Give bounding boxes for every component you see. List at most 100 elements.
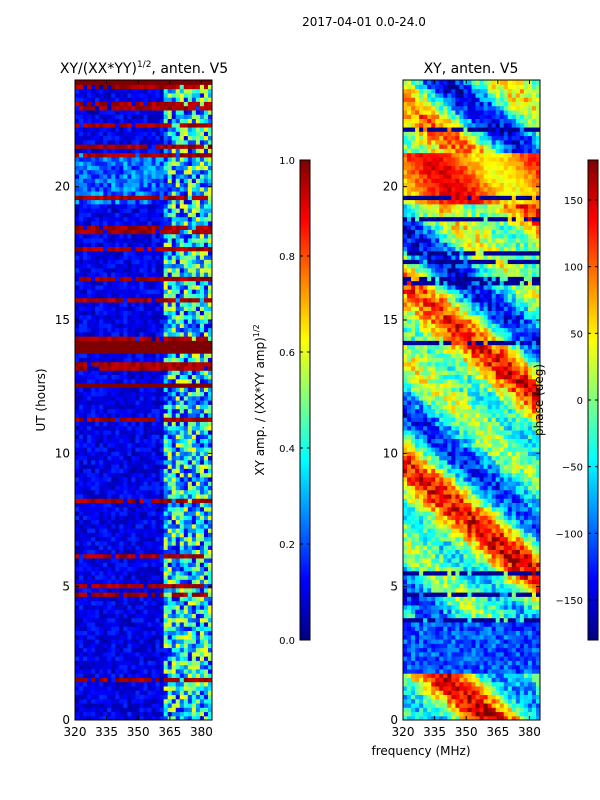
amplitude-cell [159,485,165,491]
amplitude-cell [123,621,128,627]
amplitude-cell [107,173,112,179]
amplitude-cell [91,528,96,533]
amplitude-cell [159,698,165,704]
amplitude-cell [179,361,185,367]
amplitude-cell [107,387,112,393]
amplitude-cell [187,118,193,124]
amplitude-cell [199,660,205,666]
amplitude-cell [171,118,177,124]
amplitude-cell [159,468,165,474]
amplitude-cell [103,638,108,644]
amplitude-cell [147,297,153,303]
amplitude-cell [195,707,201,713]
amplitude-cell [79,267,84,273]
amplitude-cell [175,493,181,499]
amplitude-cell [195,472,201,478]
amplitude-cell [203,173,209,179]
amplitude-cell [103,570,108,576]
amplitude-cell [175,148,181,154]
amplitude-cell [199,446,205,452]
amplitude-cell [155,233,161,239]
amplitude-cell [127,310,133,316]
amplitude-cell [107,476,112,482]
amplitude-cell [119,442,124,448]
amplitude-cell [191,250,197,256]
amplitude-cell [99,455,104,461]
amplitude-cell [103,694,108,700]
amplitude-cell [135,412,141,418]
amplitude-cell [135,148,141,154]
amplitude-cell [195,357,201,363]
amplitude-cell [83,190,88,196]
amplitude-cell [75,583,80,589]
amplitude-cell [107,562,112,567]
amplitude-cell [119,489,124,495]
amplitude-cell [123,190,128,196]
amplitude-cell [195,540,201,546]
amplitude-cell [111,566,116,572]
amplitude-cell [159,105,165,111]
amplitude-cell [103,502,108,508]
amplitude-cell [199,203,205,209]
amplitude-cell [203,165,209,171]
amplitude-cell [195,382,201,388]
amplitude-cell [207,446,212,452]
amplitude-cell [127,297,133,303]
amplitude-cell [195,434,201,439]
amplitude-cell [143,318,149,324]
amplitude-cell [103,216,108,222]
amplitude-cell [195,126,201,132]
amplitude-cell [123,536,128,542]
amplitude-cell [75,323,80,329]
amplitude-cell [163,216,169,222]
amplitude-cell [147,395,153,401]
amplitude-cell [83,161,88,166]
amplitude-cell [147,540,153,546]
amplitude-cell [135,182,141,188]
amplitude-cell [111,263,116,269]
amplitude-cell [203,152,209,158]
amplitude-cell [139,348,145,354]
amplitude-cell [187,630,193,636]
amplitude-cell [123,493,128,499]
amplitude-cell [147,310,153,316]
amplitude-cell [115,92,120,98]
amplitude-cell [155,216,161,222]
amplitude-cell [187,404,193,410]
amplitude-cell [179,293,185,299]
amplitude-cell [207,434,212,439]
amplitude-cell [91,327,96,333]
amplitude-cell [155,306,161,311]
amplitude-cell [175,250,181,256]
amplitude-cell [199,391,205,397]
amplitude-cell [167,656,173,661]
amplitude-cell [207,139,212,145]
amplitude-cell [119,408,124,414]
amplitude-cell [111,378,116,384]
amplitude-cell [187,165,193,171]
amplitude-cell [131,434,137,439]
amplitude-cell [131,229,137,235]
amplitude-cell [131,592,137,597]
amplitude-cell [127,685,133,691]
amplitude-cell [119,284,124,290]
amplitude-cell [139,109,145,115]
amplitude-cell [159,574,165,580]
amplitude-cell [203,233,209,239]
amplitude-cell [111,446,116,452]
amplitude-cell [79,668,84,674]
amplitude-cell [103,417,108,422]
amplitude-cell [175,481,181,486]
amplitude-cell [207,169,212,175]
amplitude-cell [159,92,165,98]
amplitude-cell [151,609,157,614]
amplitude-cell [155,387,161,393]
amplitude-cell [151,246,157,252]
amplitude-cell [191,528,197,533]
amplitude-cell [83,685,88,691]
amplitude-cell [95,613,100,619]
amplitude-cell [87,156,92,162]
amplitude-cell [119,673,124,678]
amplitude-cell [195,152,201,158]
amplitude-cell [207,289,212,294]
